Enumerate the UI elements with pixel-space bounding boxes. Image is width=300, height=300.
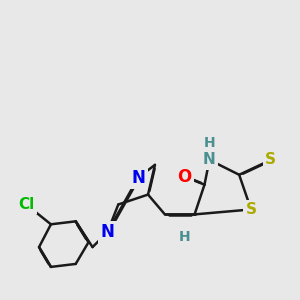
Text: H: H [179,230,190,244]
Text: H: H [204,136,215,150]
Text: S: S [266,152,276,167]
Text: O: O [178,168,192,186]
Text: Cl: Cl [18,197,34,212]
Text: S: S [246,202,256,217]
Text: N: N [100,223,114,241]
Text: N: N [203,152,216,167]
Text: N: N [131,169,145,187]
